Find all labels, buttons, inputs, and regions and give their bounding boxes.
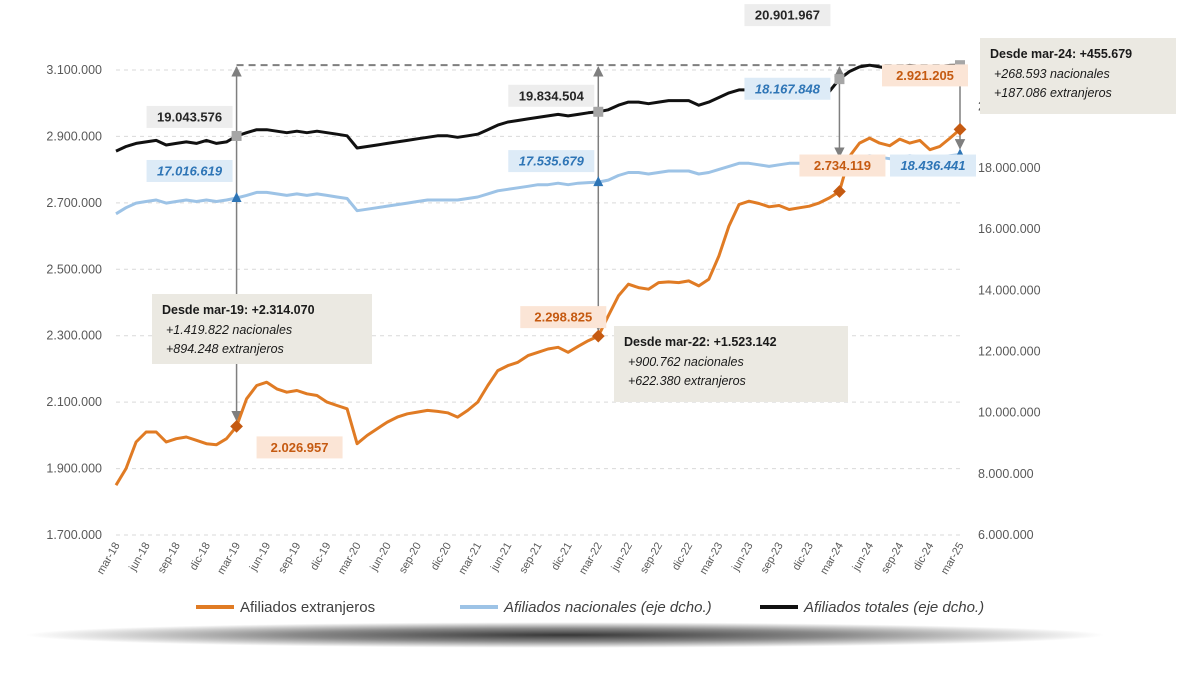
x-tick: jun-24 (850, 541, 876, 574)
annotation-head: Desde mar-22: +1.523.142 (624, 335, 777, 349)
point-marker (593, 176, 604, 187)
legend-label: Afiliados totales (eje dcho.) (803, 599, 984, 616)
x-tick: mar-18 (95, 541, 123, 577)
y-tick-left: 2.100.000 (46, 395, 102, 409)
annotation-line: +1.419.822 nacionales (166, 323, 292, 337)
point-marker (231, 191, 242, 202)
y-tick-right: 18.000.000 (978, 161, 1041, 175)
data-label: 19.043.576 (157, 109, 222, 124)
x-tick: mar-19 (215, 541, 243, 577)
series-line-2 (115, 63, 961, 153)
x-tick: jun-23 (729, 541, 755, 574)
data-label: 17.016.619 (157, 163, 223, 178)
y-tick-right: 8.000.000 (978, 467, 1034, 481)
x-tick: mar-20 (336, 541, 364, 577)
x-tick: dic-21 (549, 541, 574, 573)
x-tick: jun-21 (488, 541, 514, 574)
annotation-line: +268.593 nacionales (994, 67, 1110, 81)
point-marker (591, 329, 605, 343)
annotation-line: +894.248 extranjeros (166, 342, 284, 356)
data-label-box (744, 4, 831, 27)
x-tick: dic-18 (188, 541, 213, 573)
x-tick: sep-22 (638, 541, 665, 576)
x-tick: mar-25 (939, 541, 967, 577)
data-label: 2.921.205 (896, 68, 954, 83)
series-line-0 (114, 128, 961, 486)
y-tick-right: 6.000.000 (978, 528, 1034, 542)
annotation-line: +900.762 nacionales (628, 355, 744, 369)
y-tick-left: 2.300.000 (46, 329, 102, 343)
y-tick-right: 10.000.000 (978, 406, 1041, 420)
annotation-line: +187.086 extranjeros (994, 86, 1112, 100)
data-label-box (508, 84, 595, 107)
data-label-box (890, 154, 976, 177)
data-label: 17.535.679 (519, 154, 585, 169)
y-tick-right: 14.000.000 (978, 283, 1041, 297)
data-label-box (744, 77, 831, 100)
point-marker (231, 130, 242, 141)
x-tick: dic-20 (429, 541, 454, 573)
data-label: 20.901.967 (755, 8, 820, 23)
x-tick: sep-20 (397, 541, 424, 576)
x-tick: dic-19 (308, 541, 333, 573)
annotation-head: Desde mar-19: +2.314.070 (162, 303, 315, 317)
data-label-box (508, 150, 595, 173)
y-tick-left: 2.900.000 (46, 129, 102, 143)
legend-label: Afiliados nacionales (eje dcho.) (503, 599, 712, 616)
annotation-box (152, 294, 372, 364)
data-label-box (520, 306, 607, 329)
x-tick: mar-23 (698, 541, 726, 577)
x-tick: mar-22 (577, 541, 605, 577)
data-label: 18.436.441 (900, 158, 965, 173)
x-tick: dic-22 (670, 541, 695, 573)
x-tick: sep-24 (879, 541, 906, 576)
data-label-box (146, 105, 233, 128)
x-tick: sep-19 (276, 541, 303, 576)
data-label: 2.298.825 (534, 310, 592, 325)
data-label-box (882, 64, 968, 87)
y-tick-left: 1.900.000 (46, 462, 102, 476)
point-marker (230, 420, 243, 433)
data-label-box (146, 159, 233, 182)
x-tick: sep-23 (759, 541, 786, 576)
data-label-box (256, 436, 343, 459)
x-tick: sep-21 (517, 541, 544, 576)
x-tick: mar-21 (456, 541, 484, 577)
data-label: 18.167.848 (755, 81, 821, 96)
x-tick: jun-18 (127, 541, 153, 574)
annotation-box (614, 326, 848, 402)
x-tick: dic-23 (791, 541, 816, 573)
x-tick: mar-24 (818, 541, 846, 577)
x-tick: jun-20 (368, 541, 394, 574)
y-tick-right: 16.000.000 (978, 222, 1041, 236)
annotation-box (980, 38, 1176, 114)
legend-label: Afiliados extranjeros (240, 599, 375, 616)
point-marker (834, 74, 845, 85)
annotation-head: Desde mar-24: +455.679 (990, 47, 1132, 61)
data-label-box (799, 154, 886, 177)
point-marker (593, 106, 604, 117)
y-tick-left: 3.100.000 (46, 63, 102, 77)
x-tick: dic-24 (911, 541, 936, 573)
y-tick-left: 2.500.000 (46, 262, 102, 276)
y-tick-left: 2.700.000 (46, 196, 102, 210)
annotation-line: +622.380 extranjeros (628, 374, 746, 388)
y-tick-right: 12.000.000 (978, 344, 1041, 358)
x-tick: jun-22 (609, 541, 635, 574)
x-tick: sep-18 (156, 541, 183, 576)
shadow-decoration (20, 622, 1110, 648)
data-label: 2.026.957 (271, 440, 329, 455)
x-tick: jun-19 (247, 541, 273, 574)
data-label: 19.834.504 (519, 88, 585, 103)
data-label: 2.734.119 (814, 158, 871, 173)
y-tick-left: 1.700.000 (46, 528, 102, 542)
